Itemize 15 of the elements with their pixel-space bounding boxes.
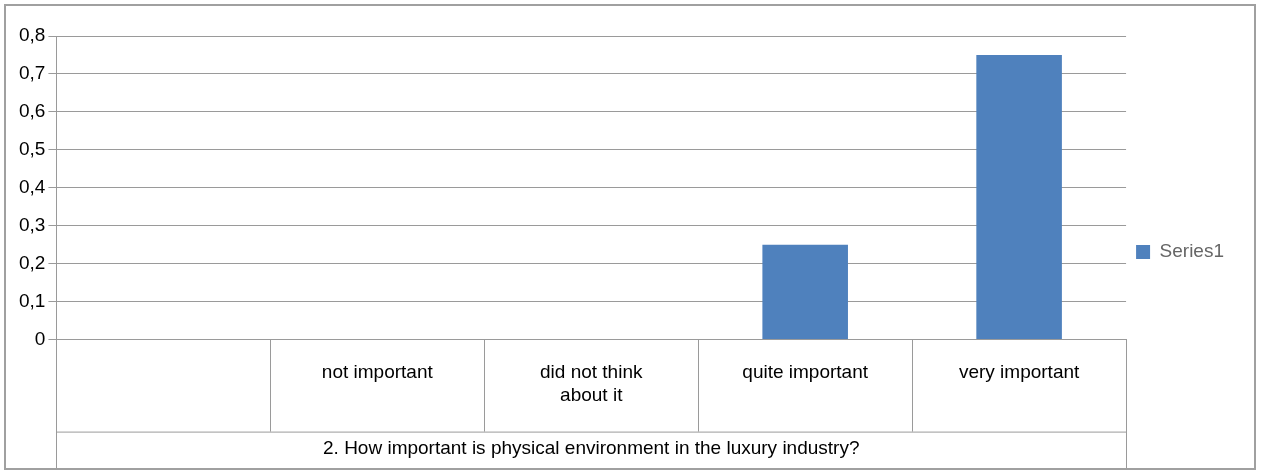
x-axis-title: 2. How important is physical environment in the luxury industry? [323,436,860,458]
x-tick-label: not important [321,361,434,383]
y-tick-label: 0,4 [18,176,46,198]
y-tick-label: 0,6 [18,100,46,122]
x-tick-label: did not think about it [540,361,643,406]
y-tick-label: 0 [34,327,46,349]
y-tick-label: 0,3 [18,213,46,235]
x-tick-label: quite important [742,361,869,383]
y-tick-label: 0,8 [18,24,46,46]
y-tick-label: 0,2 [18,251,46,273]
y-tick-label: 0,7 [18,62,46,84]
y-tick-label: 0,5 [18,138,46,160]
y-tick-label: 0,1 [18,289,46,311]
legend-label: Series1 [1159,240,1224,262]
x-tick-label: very important [958,361,1081,383]
